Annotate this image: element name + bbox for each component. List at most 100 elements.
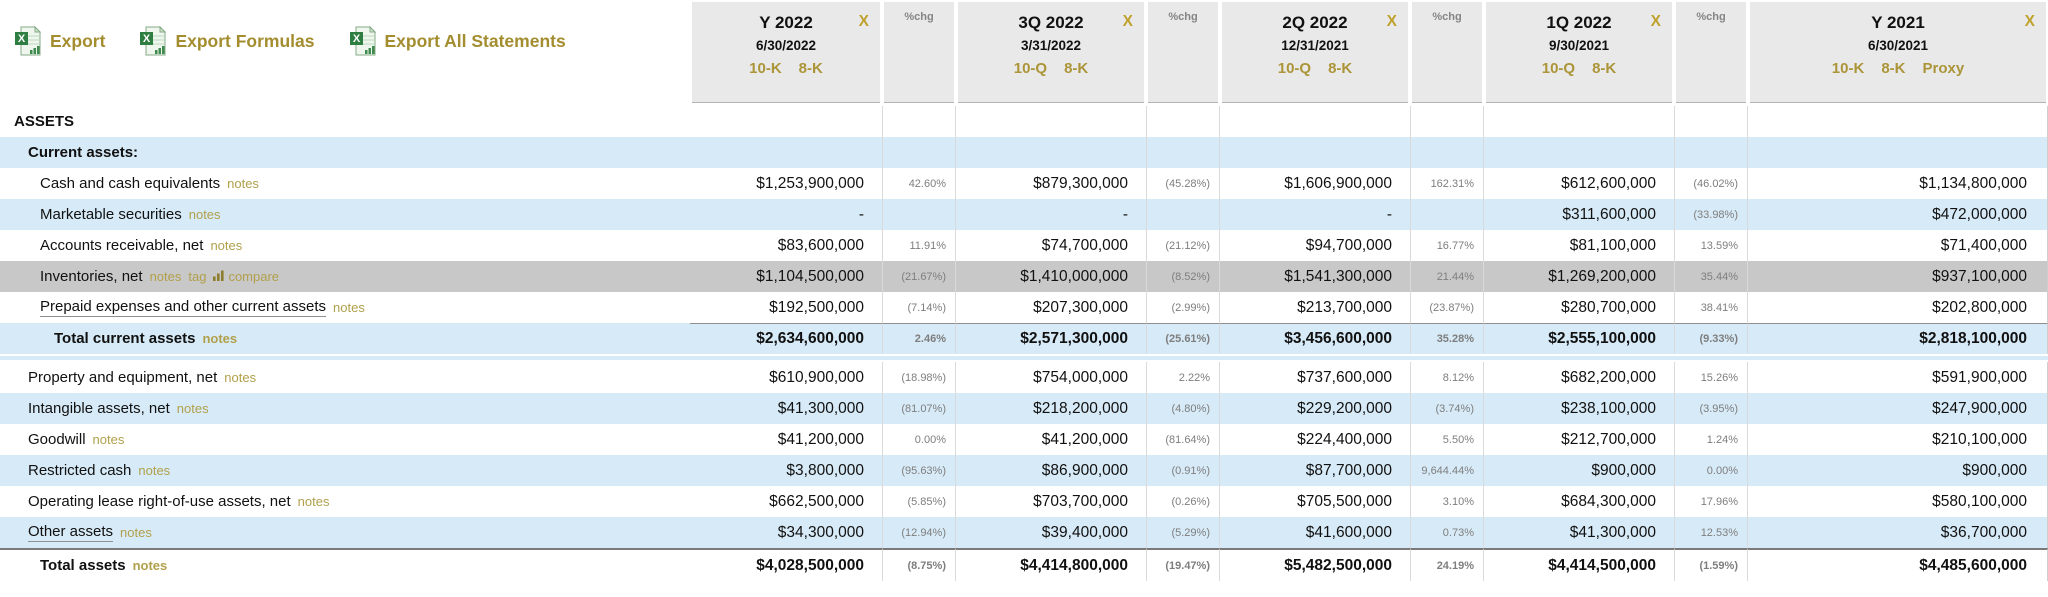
- value-cell: $1,410,000,000: [1020, 267, 1128, 285]
- tag-link[interactable]: tag: [188, 269, 207, 284]
- table-row[interactable]: Cash and cash equivalents notes $1,253,900…: [0, 168, 2048, 199]
- period-column-header: 2Q 2022 12/31/2021 10-Q 8-K X: [1222, 2, 1408, 103]
- close-icon[interactable]: X: [1122, 13, 1133, 30]
- period-date: 6/30/2022: [755, 38, 817, 53]
- value-cell: $4,414,500,000: [1484, 548, 1674, 581]
- table-row[interactable]: Goodwill notes $41,200,000 0.00% $41,200,000…: [0, 424, 2048, 455]
- table-row[interactable]: Accounts receivable, net notes $83,600,000…: [0, 230, 2048, 261]
- row-label-cell: Total assets notes: [0, 548, 690, 581]
- export-formulas-button[interactable]: X Export Formulas: [139, 26, 315, 56]
- notes-link[interactable]: notes: [202, 331, 238, 346]
- value-cell: $280,700,000: [1561, 298, 1656, 316]
- filing-link-8-k[interactable]: 8-K: [1592, 60, 1617, 77]
- table-row[interactable]: Marketable securities notes - - - $311,600,00…: [0, 199, 2048, 230]
- value-cell: $3,456,600,000: [1220, 323, 1410, 354]
- notes-link[interactable]: notes: [132, 558, 168, 573]
- close-icon[interactable]: X: [1650, 13, 1661, 30]
- table-row[interactable]: Restricted cash notes $3,800,000 (95.63%) $8…: [0, 455, 2048, 486]
- value-cell: $41,300,000: [1569, 523, 1656, 541]
- pct-chg-column-header: %chg: [1676, 2, 1746, 103]
- close-icon[interactable]: X: [858, 13, 869, 30]
- filing-link-8-k[interactable]: 8-K: [1881, 60, 1906, 77]
- filing-link-8-k[interactable]: 8-K: [798, 60, 823, 77]
- filing-link-10-q[interactable]: 10-Q: [1541, 60, 1576, 77]
- value-cell: $2,818,100,000: [1748, 323, 2048, 354]
- table-row[interactable]: Prepaid expenses and other current asset…: [0, 292, 2048, 323]
- value-cell: $247,900,000: [1748, 393, 2048, 424]
- value-cell: $41,300,000: [777, 399, 864, 417]
- value-cell: $937,100,000: [1748, 261, 2048, 292]
- notes-link[interactable]: notes: [92, 432, 125, 447]
- pct-change-cell: (8.52%): [1146, 261, 1220, 292]
- filing-link-8-k[interactable]: 8-K: [1328, 60, 1353, 77]
- pct-change-cell: [1674, 137, 1748, 168]
- svg-text:X: X: [352, 33, 360, 45]
- row-label: Marketable securities: [40, 206, 182, 223]
- pct-change-cell: (1.59%): [1674, 548, 1748, 581]
- filing-link-8-k[interactable]: 8-K: [1064, 60, 1089, 77]
- table-row[interactable]: Total current assets notes $2,634,600,000 2…: [0, 323, 2048, 354]
- value-cell: $34,300,000: [777, 523, 864, 541]
- excel-icon: X: [349, 26, 376, 56]
- period-column-header: Y 2021 6/30/2021 10-K 8-K Proxy X: [1750, 2, 2046, 103]
- value-cell: $74,700,000: [1041, 236, 1128, 254]
- row-label: Operating lease right-of-use assets, net: [28, 493, 291, 510]
- filing-link-10-k[interactable]: 10-K: [1831, 60, 1865, 77]
- table-row[interactable]: Intangible assets, net notes $41,300,000 (8…: [0, 393, 2048, 424]
- row-label-cell: Total current assets notes: [0, 323, 690, 354]
- close-icon[interactable]: X: [2024, 13, 2035, 30]
- row-label: Restricted cash: [28, 462, 132, 479]
- value-cell: $87,700,000: [1305, 461, 1392, 479]
- period-label: 2Q 2022: [1282, 13, 1348, 32]
- period-date: 9/30/2021: [1548, 38, 1610, 53]
- notes-link[interactable]: notes: [224, 370, 257, 385]
- pct-change-cell: 24.19%: [1410, 548, 1484, 581]
- filing-link-10-k[interactable]: 10-K: [749, 60, 782, 77]
- filing-links: 10-Q 8-K: [1542, 60, 1617, 77]
- row-label-cell: Restricted cash notes: [0, 455, 690, 486]
- value-cell: [1220, 137, 1410, 168]
- pct-change-cell: (0.91%): [1146, 455, 1220, 486]
- notes-link[interactable]: notes: [176, 401, 209, 416]
- filing-links: 10-K 8-K: [749, 60, 823, 77]
- notes-link[interactable]: notes: [120, 525, 152, 540]
- value-cell: $41,200,000: [1041, 430, 1128, 448]
- table-row[interactable]: Operating lease right-of-use assets, net…: [0, 486, 2048, 517]
- table-row[interactable]: Other assets notes $34,300,000 (12.94%) $39,…: [0, 517, 2048, 548]
- pct-change-cell: 13.59%: [1674, 230, 1748, 261]
- value-cell: $5,482,500,000: [1220, 548, 1410, 581]
- notes-link[interactable]: notes: [210, 238, 243, 253]
- pct-change-cell: (21.12%): [1146, 230, 1220, 261]
- pct-change-cell: 2.46%: [882, 323, 956, 354]
- notes-link[interactable]: notes: [149, 269, 182, 284]
- export-button[interactable]: X Export: [14, 26, 105, 56]
- export-all-statements-button[interactable]: X Export All Statements: [349, 26, 566, 56]
- row-label-cell: Other assets notes: [0, 517, 690, 548]
- pct-change-cell: (4.80%): [1146, 393, 1220, 424]
- table-row[interactable]: Total assets notes $4,028,500,000 (8.75%) $4…: [0, 548, 2048, 581]
- compare-link[interactable]: compare: [213, 269, 279, 284]
- pct-change-cell: [1410, 106, 1484, 137]
- row-label-cell: Accounts receivable, net notes: [0, 230, 690, 261]
- filing-link-proxy[interactable]: Proxy: [1922, 60, 1965, 77]
- notes-link[interactable]: notes: [138, 463, 171, 478]
- value-cell: $4,028,500,000: [690, 548, 882, 581]
- value-cell: $900,000: [1591, 461, 1656, 479]
- table-row[interactable]: Inventories, net notes tag compare $1,104,50…: [0, 261, 2048, 292]
- period-label: 1Q 2022: [1546, 13, 1612, 32]
- notes-link[interactable]: notes: [297, 494, 330, 509]
- filing-link-10-q[interactable]: 10-Q: [1277, 60, 1312, 77]
- value-cell: $311,600,000: [1562, 205, 1656, 223]
- value-cell: $472,000,000: [1748, 199, 2048, 230]
- pct-change-cell: 3.10%: [1410, 486, 1484, 517]
- table-row[interactable]: Property and equipment, net notes $610,900…: [0, 362, 2048, 393]
- filing-link-10-q[interactable]: 10-Q: [1013, 60, 1048, 77]
- pct-change-cell: [882, 106, 956, 137]
- pct-change-cell: 35.44%: [1674, 261, 1748, 292]
- notes-link[interactable]: notes: [188, 207, 221, 222]
- period-label: Y 2021: [1871, 13, 1925, 32]
- notes-link[interactable]: notes: [227, 176, 259, 191]
- close-icon[interactable]: X: [1386, 13, 1397, 30]
- notes-link[interactable]: notes: [333, 300, 365, 315]
- export-button-label: Export: [50, 30, 106, 51]
